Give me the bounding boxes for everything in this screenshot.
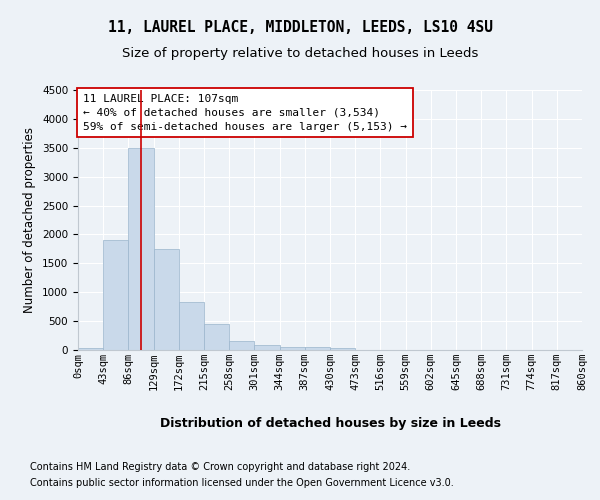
Text: 11, LAUREL PLACE, MIDDLETON, LEEDS, LS10 4SU: 11, LAUREL PLACE, MIDDLETON, LEEDS, LS10… bbox=[107, 20, 493, 35]
Text: Distribution of detached houses by size in Leeds: Distribution of detached houses by size … bbox=[160, 418, 500, 430]
Bar bbox=[204, 324, 229, 350]
Bar bbox=[280, 346, 305, 350]
Bar bbox=[179, 302, 204, 350]
Bar bbox=[254, 345, 280, 350]
Text: Contains HM Land Registry data © Crown copyright and database right 2024.: Contains HM Land Registry data © Crown c… bbox=[30, 462, 410, 472]
Y-axis label: Number of detached properties: Number of detached properties bbox=[23, 127, 37, 313]
Bar bbox=[229, 341, 254, 350]
Text: 11 LAUREL PLACE: 107sqm
← 40% of detached houses are smaller (3,534)
59% of semi: 11 LAUREL PLACE: 107sqm ← 40% of detache… bbox=[83, 94, 407, 132]
Text: Contains public sector information licensed under the Open Government Licence v3: Contains public sector information licen… bbox=[30, 478, 454, 488]
Bar bbox=[330, 348, 355, 350]
Bar bbox=[154, 249, 179, 350]
Bar bbox=[128, 148, 154, 350]
Bar bbox=[103, 240, 128, 350]
Bar bbox=[305, 347, 330, 350]
Bar bbox=[78, 348, 103, 350]
Text: Size of property relative to detached houses in Leeds: Size of property relative to detached ho… bbox=[122, 48, 478, 60]
